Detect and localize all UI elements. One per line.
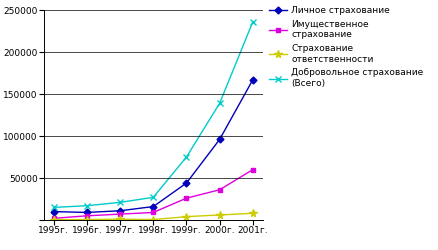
Legend: Личное страхование, Имущественное
страхование, Страхование
ответственности, Добр: Личное страхование, Имущественное страхо…	[269, 6, 423, 88]
